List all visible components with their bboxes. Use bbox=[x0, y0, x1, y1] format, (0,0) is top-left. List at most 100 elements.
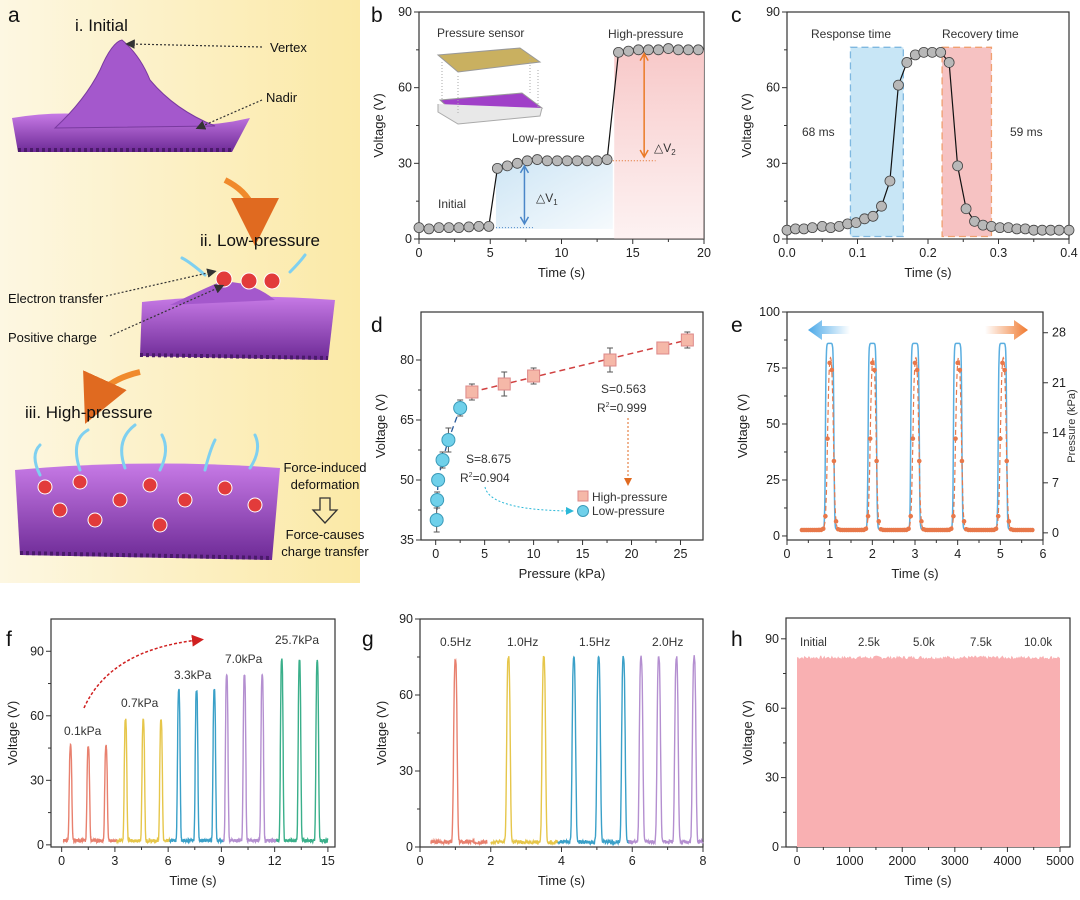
y-tick-label: 90 bbox=[398, 5, 412, 19]
data-point bbox=[884, 175, 896, 187]
x-tick-label: 0.4 bbox=[1060, 246, 1077, 260]
electron-transfer-label: Electron transfer bbox=[8, 291, 104, 306]
plot-e bbox=[782, 311, 1048, 545]
pressure-point bbox=[876, 519, 882, 524]
electron-wisps bbox=[33, 253, 307, 477]
y-tick-label: 90 bbox=[765, 632, 779, 646]
right-y-tick-label: 21 bbox=[1052, 376, 1066, 390]
panel-letter: h bbox=[731, 628, 743, 651]
stage-high-pressure-title: iii. High-pressure bbox=[25, 403, 153, 422]
y-tick-label: 0 bbox=[405, 232, 412, 246]
pressure-point bbox=[914, 367, 920, 373]
legend-low-marker bbox=[577, 505, 589, 517]
y-axis-label: Voltage (V) bbox=[735, 394, 750, 458]
low-pointer-arrow bbox=[484, 486, 574, 515]
pressure-point bbox=[874, 458, 879, 464]
data-point bbox=[806, 222, 818, 234]
panel-letter: g bbox=[362, 628, 374, 651]
y-tick-label: 30 bbox=[399, 764, 413, 778]
surface-texture bbox=[139, 353, 329, 360]
high-pressure-point bbox=[603, 353, 617, 367]
y-tick-label: 90 bbox=[399, 612, 413, 626]
data-point bbox=[943, 57, 955, 68]
pressure-point bbox=[908, 513, 914, 519]
plot-d bbox=[416, 311, 704, 545]
pressure-point bbox=[867, 436, 873, 441]
plot-frame bbox=[420, 311, 704, 541]
arrowhead bbox=[639, 149, 649, 159]
signal-line-1.5Hz bbox=[557, 655, 630, 847]
positive-charge-label: Positive charge bbox=[8, 330, 97, 345]
y-axis-label: Voltage (V) bbox=[739, 93, 754, 157]
x-tick-label: 20 bbox=[697, 246, 711, 260]
low-pressure-point bbox=[453, 401, 468, 415]
increase-arrow bbox=[83, 634, 204, 709]
low-pressure-label: Low-pressure bbox=[512, 131, 585, 145]
low-pressure-point bbox=[429, 513, 444, 527]
arrowhead bbox=[624, 478, 632, 486]
charge-transfer-line1: Force-causes bbox=[286, 527, 365, 542]
data-point bbox=[672, 44, 684, 56]
down-arrow-icon bbox=[311, 497, 339, 524]
data-point bbox=[521, 155, 533, 167]
x-axis-label: Time (s) bbox=[891, 566, 938, 581]
y-tick-label: 0 bbox=[37, 838, 44, 852]
x-tick-label: 15 bbox=[576, 547, 590, 561]
delta-v1-label: △V1 bbox=[536, 191, 558, 207]
y-tick-label: 30 bbox=[766, 156, 780, 170]
pressure-point bbox=[825, 436, 830, 441]
cycle-label: Initial bbox=[800, 637, 827, 649]
x-tick-label: 6 bbox=[629, 854, 636, 868]
x-tick-label: 9 bbox=[218, 854, 225, 868]
signal-line-3.3kPa bbox=[169, 688, 224, 845]
plot-h bbox=[781, 617, 1071, 852]
legend-high-marker bbox=[577, 490, 589, 502]
data-point bbox=[463, 221, 475, 233]
panel-letter: d bbox=[371, 314, 383, 337]
pressure-point bbox=[906, 526, 911, 532]
x-tick-label: 2 bbox=[869, 547, 876, 561]
x-tick-label: 0 bbox=[784, 547, 791, 561]
pressure-point bbox=[916, 458, 922, 464]
force-deformation-line1: Force-induced bbox=[283, 460, 366, 475]
high-pressure-point bbox=[527, 369, 541, 383]
signal-line-0.5Hz bbox=[430, 657, 488, 847]
pressure-point bbox=[827, 360, 832, 366]
pressure-point bbox=[863, 526, 869, 532]
nadir-label: Nadir bbox=[266, 90, 298, 105]
x-tick-label: 0.0 bbox=[778, 246, 795, 260]
y-tick-label: 0 bbox=[406, 840, 413, 854]
r2-high-label: R2=0.999 bbox=[597, 401, 647, 415]
arrowhead bbox=[639, 52, 649, 61]
pressure-point bbox=[1006, 519, 1012, 524]
pressure-point bbox=[1004, 458, 1010, 464]
y-tick-label: 90 bbox=[30, 644, 44, 658]
data-point bbox=[591, 155, 603, 167]
pressure-point bbox=[829, 367, 835, 373]
y-tick-label: 30 bbox=[398, 156, 412, 170]
y-tick-label: 60 bbox=[398, 81, 412, 95]
x-tick-label: 2 bbox=[487, 854, 494, 868]
signal-line-1.0Hz bbox=[490, 655, 559, 846]
r2-high-value: =0.999 bbox=[610, 401, 647, 415]
y-tick-label: 75 bbox=[766, 361, 780, 375]
surface-texture bbox=[19, 551, 273, 560]
pressure-point bbox=[1002, 367, 1007, 373]
recovery-time-value: 59 ms bbox=[1010, 125, 1043, 139]
signal-line-25.7kPa bbox=[275, 658, 329, 845]
plot-frame bbox=[50, 618, 336, 848]
low-pressure-point bbox=[430, 493, 445, 507]
y-tick-label: 25 bbox=[766, 473, 780, 487]
force-deformation-line2: deformation bbox=[291, 477, 360, 492]
stage-initial-title: i. Initial bbox=[75, 16, 128, 35]
high-pressure-point bbox=[465, 385, 479, 399]
pressure-point bbox=[872, 367, 877, 373]
x-tick-label: 6 bbox=[1040, 547, 1047, 561]
signal-line-0.7kPa bbox=[116, 718, 171, 845]
x-tick-label: 1 bbox=[826, 547, 833, 561]
pressure-point bbox=[993, 526, 999, 532]
plot-b bbox=[413, 11, 705, 244]
y-tick-label: 90 bbox=[766, 5, 780, 19]
x-tick-label: 0.1 bbox=[849, 246, 866, 260]
data-point bbox=[613, 46, 624, 58]
